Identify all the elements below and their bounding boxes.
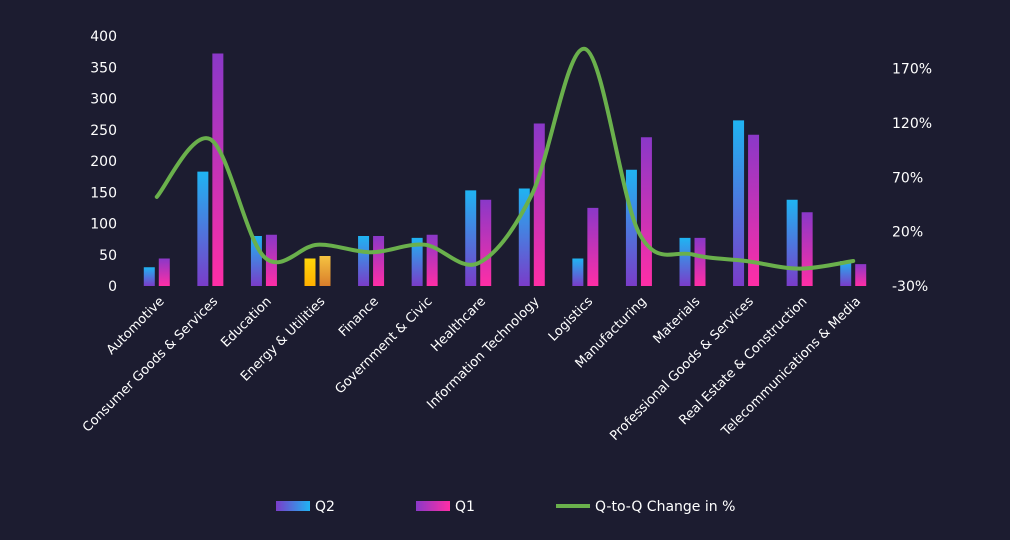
bar-q2-energy-and-utilities	[304, 258, 316, 286]
left-tick-label: 400	[90, 29, 117, 45]
bar-q1-energy-and-utilities	[319, 256, 331, 286]
bar-q2-consumer-goods-and-services	[197, 171, 209, 286]
bar-q1-consumer-goods-and-services	[212, 53, 224, 286]
line-layer	[154, 47, 856, 271]
bar-q1-healthcare	[480, 199, 492, 286]
left-axis: 0 50 100 150 200 250 300 350 400	[90, 29, 117, 295]
bar-q2-healthcare	[465, 190, 477, 286]
left-tick-label: 350	[90, 60, 117, 76]
category-label-government-and-civic: Government & Civic	[332, 294, 435, 397]
category-label-logistics: Logistics	[546, 294, 597, 345]
right-axis: -30% 20% 70% 120% 170%	[892, 62, 932, 295]
bar-q2-logistics	[572, 258, 584, 286]
left-tick-label: 50	[99, 248, 117, 264]
category-label-information-technology: Information Technology	[424, 294, 542, 412]
right-tick-label: 70%	[892, 170, 923, 186]
category-label-materials: Materials	[651, 294, 704, 347]
right-tick-label: 20%	[892, 225, 923, 241]
category-label-education: Education	[218, 294, 274, 350]
bars-layer	[143, 53, 867, 286]
bar-q1-information-technology	[533, 123, 545, 286]
right-tick-label: -30%	[892, 279, 928, 295]
bar-q1-logistics	[587, 207, 599, 286]
legend-label-q1: Q1	[455, 499, 475, 515]
left-tick-label: 150	[90, 185, 117, 201]
bar-q2-telecommunications-and-media	[840, 261, 852, 286]
left-tick-label: 200	[90, 154, 117, 170]
bar-q2-automotive	[143, 267, 155, 286]
legend-label-change: Q-to-Q Change in %	[595, 499, 735, 515]
bar-q2-finance	[358, 236, 370, 286]
bar-q2-real-estate-and-construction	[786, 199, 798, 286]
bar-q1-materials	[694, 237, 706, 286]
legend: Q2 Q1 Q-to-Q Change in %	[276, 499, 735, 515]
left-tick-label: 250	[90, 123, 117, 139]
bar-q2-professional-goods-and-services	[733, 120, 745, 286]
bar-q1-telecommunications-and-media	[855, 264, 867, 286]
bar-q2-manufacturing	[625, 169, 637, 286]
bar-q2-materials	[679, 237, 691, 286]
series-line-q-to-q-change	[154, 47, 856, 271]
bar-q1-manufacturing	[640, 137, 652, 286]
bar-q1-automotive	[158, 258, 170, 286]
category-label-finance: Finance	[336, 294, 382, 340]
bar-q1-professional-goods-and-services	[748, 134, 760, 286]
legend-label-q2: Q2	[315, 499, 335, 515]
bar-q1-real-estate-and-construction	[801, 212, 813, 286]
bar-q1-finance	[373, 236, 385, 286]
left-tick-label: 100	[90, 217, 117, 233]
right-tick-label: 120%	[892, 116, 932, 132]
bar-q1-government-and-civic	[426, 234, 438, 286]
left-tick-label: 0	[108, 279, 117, 295]
legend-swatch-q2	[276, 501, 310, 511]
legend-swatch-q1	[416, 501, 450, 511]
right-tick-label: 170%	[892, 62, 932, 78]
bar-q2-government-and-civic	[411, 237, 423, 286]
bar-q2-information-technology	[518, 188, 530, 286]
left-tick-label: 300	[90, 92, 117, 108]
bar-q2-education	[250, 236, 262, 286]
